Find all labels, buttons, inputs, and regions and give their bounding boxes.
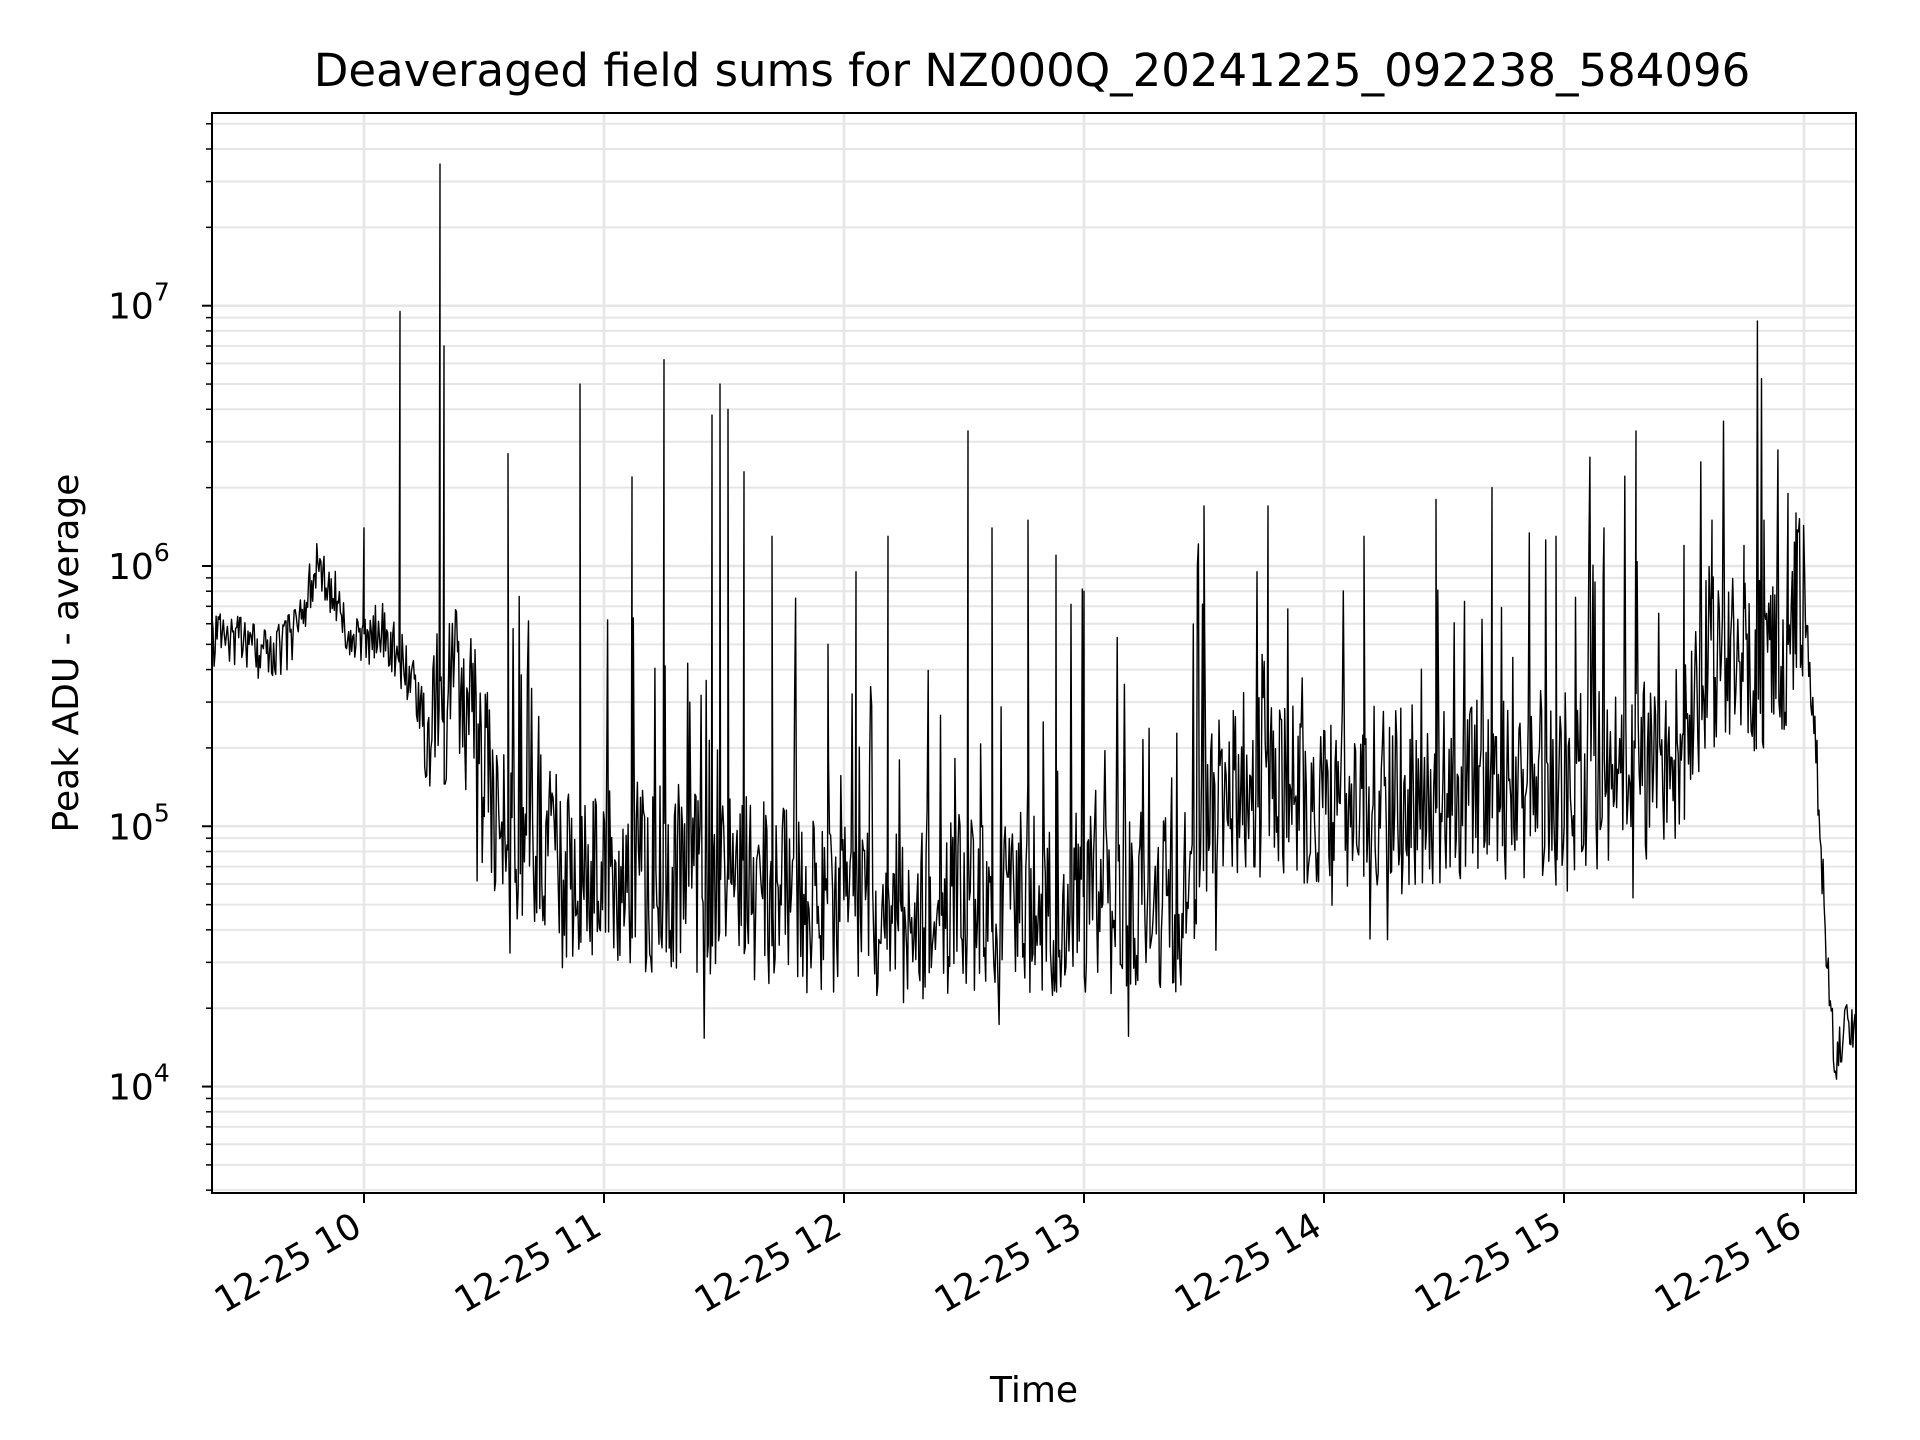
y-axis-label: Peak ADU - average: [46, 474, 87, 833]
chart-title: Deaveraged field sums for NZ000Q_2024122…: [314, 44, 1750, 97]
y-tick-label: 105: [108, 798, 170, 848]
series-line-peak-adu: [211, 163, 1857, 1080]
x-axis-label: Time: [989, 1370, 1078, 1411]
y-tick-label: 106: [108, 538, 170, 588]
series-lines: [211, 163, 1857, 1080]
y-tick-label: 104: [108, 1059, 170, 1109]
plot-frame: [211, 112, 1857, 1194]
y-tick-label: 107: [108, 278, 170, 328]
